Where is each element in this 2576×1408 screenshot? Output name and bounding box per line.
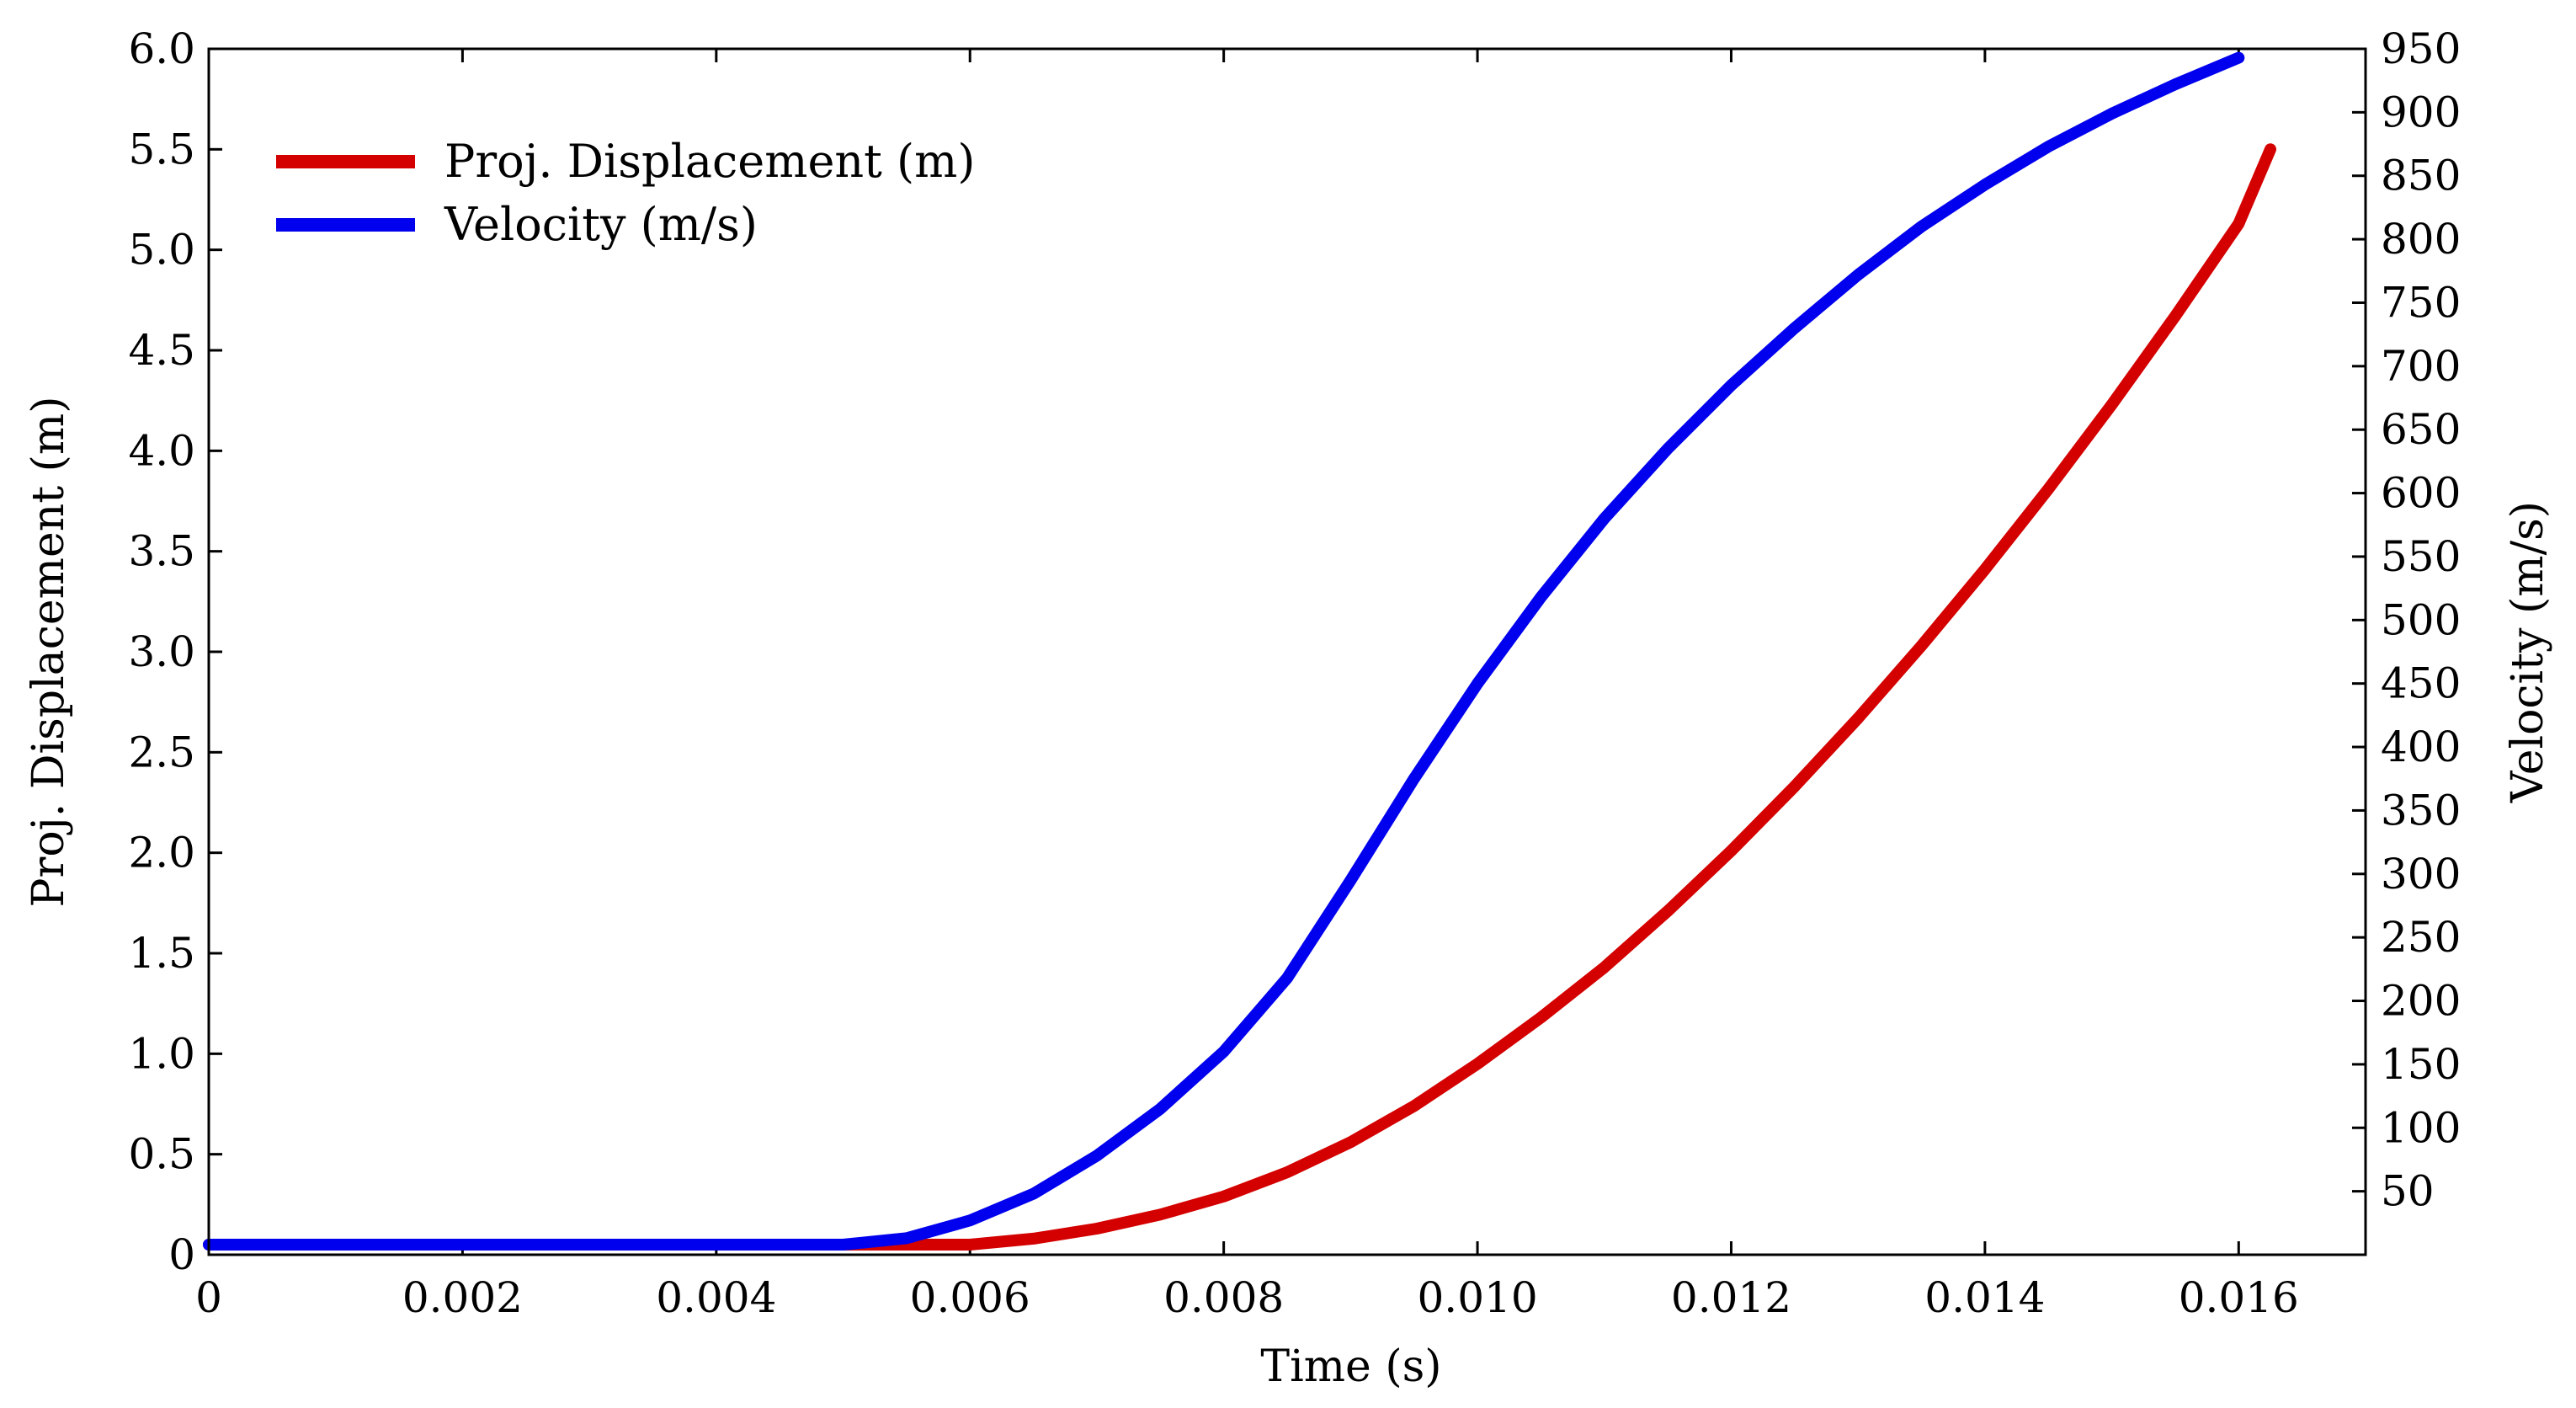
y-right-tick-label: 700 bbox=[2381, 342, 2461, 391]
y-left-tick-label: 3.0 bbox=[128, 627, 195, 676]
y-right-tick-label: 650 bbox=[2381, 405, 2461, 454]
y-left-tick-label: 4.5 bbox=[128, 326, 195, 375]
x-tick-label: 0.012 bbox=[1671, 1273, 1791, 1322]
y-left-tick-label: 2.0 bbox=[128, 829, 195, 877]
y-right-tick-label: 800 bbox=[2381, 215, 2461, 264]
y-right-tick-label: 350 bbox=[2381, 786, 2461, 835]
legend-label-displacement: Proj. Displacement (m) bbox=[444, 135, 975, 188]
y-right-tick-label: 150 bbox=[2381, 1040, 2461, 1089]
y-axis-right-title: Velocity (m/s) bbox=[2503, 501, 2553, 803]
x-tick-label: 0.008 bbox=[1163, 1273, 1284, 1322]
x-tick-label: 0.010 bbox=[1417, 1273, 1537, 1322]
y-right-tick-label: 50 bbox=[2381, 1167, 2435, 1216]
y-right-tick-label: 450 bbox=[2381, 659, 2461, 708]
y-left-tick-label: 1.5 bbox=[128, 929, 195, 978]
legend-label-velocity: Velocity (m/s) bbox=[444, 198, 758, 251]
y-right-tick-label: 600 bbox=[2381, 469, 2461, 518]
x-tick-label: 0.016 bbox=[2179, 1273, 2299, 1322]
x-tick-label: 0.014 bbox=[1924, 1273, 2045, 1322]
y-left-tick-label: 6.0 bbox=[128, 24, 195, 73]
y-right-tick-label: 200 bbox=[2381, 977, 2461, 1026]
y-left-tick-label: 3.5 bbox=[128, 527, 195, 576]
plot-background bbox=[0, 0, 2576, 1408]
y-left-tick-label: 5.0 bbox=[128, 226, 195, 275]
x-axis-title: Time (s) bbox=[1260, 1341, 1441, 1392]
y-left-tick-label: 0.5 bbox=[128, 1130, 195, 1179]
y-left-tick-label: 1.0 bbox=[128, 1029, 195, 1078]
y-left-tick-label: 0 bbox=[168, 1230, 195, 1279]
y-right-tick-label: 100 bbox=[2381, 1103, 2461, 1152]
y-right-tick-label: 950 bbox=[2381, 24, 2461, 73]
y-left-tick-label: 2.5 bbox=[128, 728, 195, 776]
y-right-tick-label: 750 bbox=[2381, 278, 2461, 327]
y-right-tick-label: 550 bbox=[2381, 532, 2461, 581]
x-tick-label: 0.004 bbox=[656, 1273, 776, 1322]
x-tick-label: 0.006 bbox=[910, 1273, 1030, 1322]
y-right-tick-label: 900 bbox=[2381, 88, 2461, 136]
y-axis-left-title: Proj. Displacement (m) bbox=[24, 396, 74, 907]
y-left-tick-label: 5.5 bbox=[128, 125, 195, 173]
y-right-tick-label: 300 bbox=[2381, 850, 2461, 899]
y-right-tick-label: 500 bbox=[2381, 595, 2461, 644]
y-left-tick-label: 4.0 bbox=[128, 426, 195, 475]
x-tick-label: 0 bbox=[195, 1273, 222, 1322]
chart: 0 0.002 0.004 0.006 0.008 0.010 0.012 0.014 0.01… bbox=[0, 0, 2576, 1408]
y-right-tick-label: 850 bbox=[2381, 152, 2461, 200]
y-right-tick-label: 250 bbox=[2381, 913, 2461, 962]
x-tick-label: 0.002 bbox=[402, 1273, 523, 1322]
y-right-tick-label: 400 bbox=[2381, 723, 2461, 771]
